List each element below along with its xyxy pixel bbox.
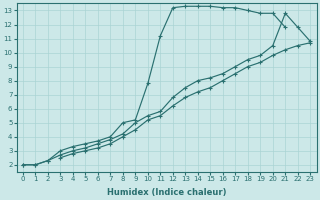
X-axis label: Humidex (Indice chaleur): Humidex (Indice chaleur) xyxy=(107,188,226,197)
